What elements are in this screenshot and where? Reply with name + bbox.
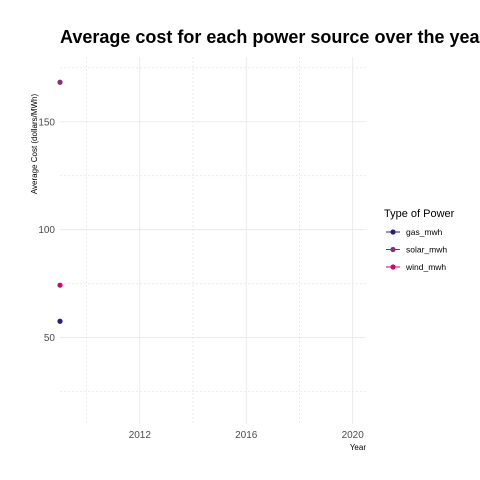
y-axis-label: Average Cost (dollars/MWh) xyxy=(30,94,39,195)
legend-key-point xyxy=(390,264,396,270)
legend: Type of Power gas_mwh solar_mwh wind_mwh xyxy=(384,208,455,272)
x-tick-label: 2016 xyxy=(235,430,258,441)
legend-label: wind_mwh xyxy=(405,262,446,272)
chart-title: Average cost for each power source over … xyxy=(60,27,480,47)
y-tick-label: 100 xyxy=(38,225,55,236)
data-point-wind-mwh xyxy=(57,282,63,288)
legend-key-point xyxy=(390,229,396,235)
x-axis-label: Year xyxy=(350,443,367,452)
data-point-solar-mwh xyxy=(57,79,63,85)
data-points xyxy=(57,79,63,324)
legend-label: gas_mwh xyxy=(406,227,443,237)
y-tick-label: 150 xyxy=(38,117,55,128)
legend-title: Type of Power xyxy=(384,208,455,220)
x-tick-label: 2012 xyxy=(129,430,152,441)
data-point-gas-mwh xyxy=(57,318,63,324)
legend-label: solar_mwh xyxy=(406,245,447,255)
x-tick-label: 2020 xyxy=(342,430,365,441)
y-tick-label: 50 xyxy=(44,333,56,344)
legend-key-point xyxy=(390,246,396,253)
grid xyxy=(60,57,366,424)
axis-ticks: 50 100 150 2012 2016 2020 xyxy=(38,117,364,441)
